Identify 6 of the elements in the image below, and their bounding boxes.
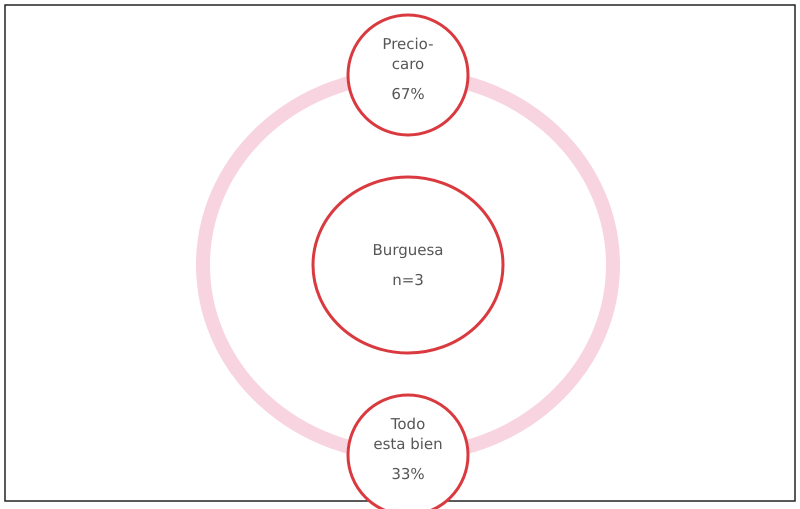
data-label: 67% — [391, 85, 425, 103]
category-label: Precio-caro — [382, 35, 434, 73]
text: Burguesa — [372, 241, 444, 259]
data-label: 33% — [391, 465, 425, 483]
category-label: Todo esta bien — [373, 415, 443, 453]
text: n=3 — [392, 271, 424, 289]
